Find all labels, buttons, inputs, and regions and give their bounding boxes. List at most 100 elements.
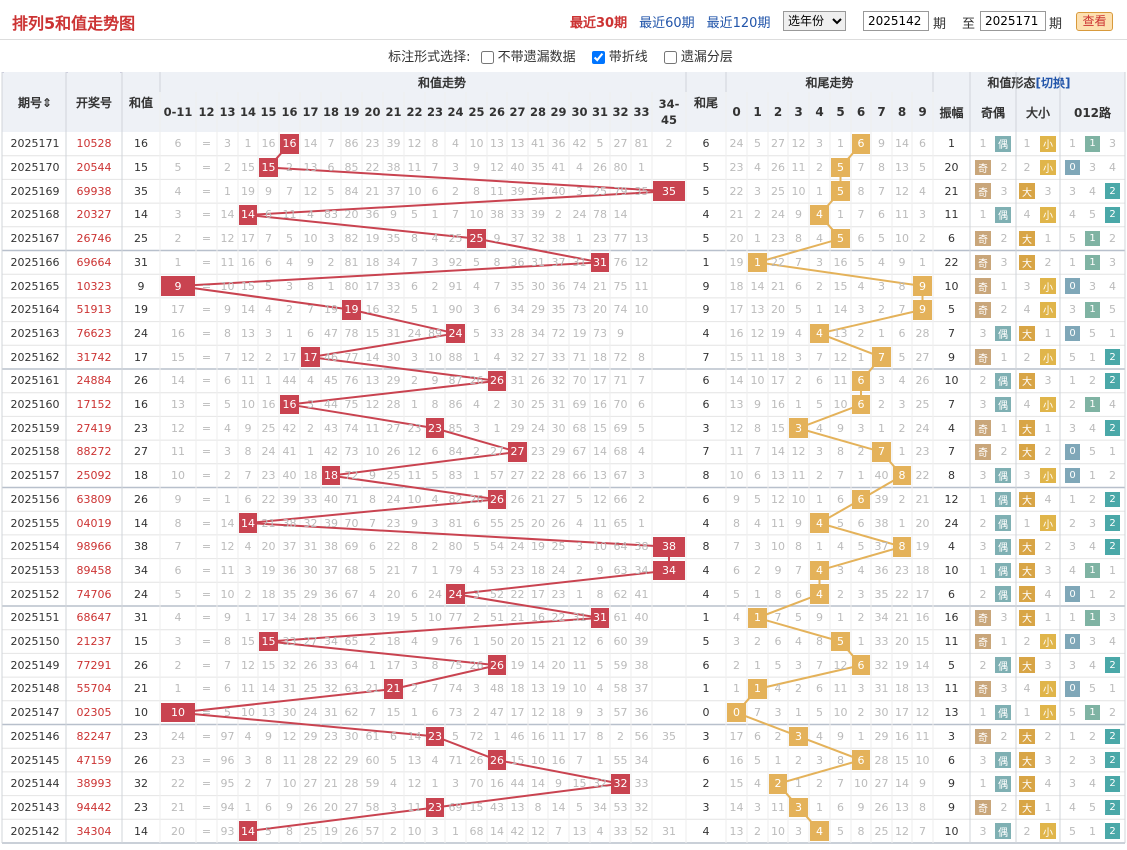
sum-missing	[652, 796, 686, 820]
tail-missing: 15	[833, 279, 848, 293]
period-cell: 2025146	[10, 729, 60, 743]
span-value: 10	[944, 563, 959, 577]
mod-badge: 2	[1105, 538, 1120, 555]
mod-missing: 4	[1089, 540, 1096, 554]
sum-hit: 25	[467, 228, 486, 249]
sum-missing: 8	[596, 587, 604, 601]
period-to-input[interactable]	[980, 11, 1046, 31]
nav-recent-120[interactable]: 最近120期	[706, 16, 771, 31]
period-cell: 2025157	[10, 469, 60, 483]
option-no-missing-checkbox[interactable]	[480, 51, 494, 64]
option-layer-checkbox[interactable]	[663, 51, 677, 64]
view-button[interactable]: 查看	[1076, 12, 1113, 31]
sum-missing: 48	[490, 682, 504, 696]
tail-missing: 14	[915, 658, 930, 672]
mod-missing: 3	[1069, 303, 1076, 317]
sum-missing: 10	[428, 350, 442, 364]
year-select[interactable]: 选年份	[783, 11, 846, 31]
sum-missing	[652, 274, 686, 298]
sum-missing: 31	[324, 706, 338, 720]
period-cell: 2025145	[10, 753, 60, 767]
period-cell: 2025169	[10, 184, 60, 198]
small-missing: 2	[1044, 540, 1052, 554]
header-period[interactable]: 期号⇕	[4, 72, 66, 132]
tail-value: 6	[702, 753, 710, 767]
option-layer[interactable]: 遗漏分层	[663, 50, 733, 65]
sum-missing: 23	[386, 516, 401, 530]
tail-missing: 7	[795, 563, 802, 577]
tail-hit: 4	[810, 513, 829, 533]
sum-missing: 15	[510, 753, 525, 767]
draw-number: 25092	[76, 469, 112, 483]
mod-missing: 3	[1109, 137, 1116, 151]
sum-missing	[652, 677, 686, 701]
tail-missing: 13	[729, 398, 744, 412]
mod-missing: 4	[1109, 161, 1116, 175]
tail-missing: 18	[915, 563, 930, 577]
sum-missing: 10	[282, 777, 297, 791]
mod-missing: 4	[1109, 279, 1116, 293]
sum-missing: 19	[241, 184, 255, 198]
sum-missing: 26	[303, 800, 318, 814]
tail-missing: 18	[729, 279, 744, 293]
period-cell: 2025164	[10, 303, 60, 317]
sum-value: 26	[134, 374, 148, 388]
header-sum-col: 20	[362, 92, 383, 132]
period-from-input[interactable]	[863, 11, 929, 31]
tail-missing: 24	[915, 421, 930, 435]
tail-missing: 13	[915, 682, 930, 696]
tail-missing: 24	[729, 137, 744, 151]
tail-missing: 28	[915, 326, 930, 340]
sum-missing: 25	[510, 516, 525, 530]
tail-missing: 2	[878, 303, 885, 317]
sum-missing: 3	[174, 208, 182, 222]
sum-missing: 6	[174, 563, 182, 577]
odd-badge: 奇	[975, 301, 991, 318]
option-line-checkbox[interactable]	[591, 51, 605, 64]
even-badge: 偶	[995, 538, 1011, 555]
sum-missing: 4	[244, 729, 252, 743]
sum-missing: 32	[531, 232, 545, 246]
switch-link[interactable]: [切换]	[1035, 75, 1071, 90]
odd-badge: 奇	[975, 349, 991, 365]
sum-missing: 7	[369, 706, 376, 720]
sum-missing: 5	[576, 492, 583, 506]
nav-recent-60[interactable]: 最近60期	[639, 16, 695, 31]
odd-badge: 奇	[975, 728, 991, 745]
sum-missing: 32	[593, 777, 607, 791]
sum-missing: 4	[174, 611, 182, 625]
sum-hit: 26	[488, 750, 506, 770]
header-form-label: 和值形态	[987, 75, 1036, 90]
sum-missing: 4	[286, 255, 293, 269]
mod-badge: 1	[1085, 704, 1100, 721]
small-missing: 3	[1044, 563, 1052, 577]
sum-missing: 29	[551, 445, 566, 459]
sum-missing: 12	[407, 137, 422, 151]
sum-hit: 31	[591, 608, 609, 628]
header-sum-col: 33	[631, 92, 652, 132]
sum-missing: 39	[634, 635, 649, 649]
big-missing: 2	[1023, 635, 1031, 649]
sum-missing: 4	[431, 492, 439, 506]
sum-missing: 47	[490, 706, 504, 720]
span-value: 10	[944, 374, 959, 388]
sum-missing: 1	[431, 563, 439, 577]
tail-missing: 15	[729, 777, 744, 791]
sum-missing: 13	[303, 161, 318, 175]
sum-missing: 2	[369, 635, 376, 649]
tail-missing: 6	[754, 469, 761, 483]
sum-missing: 11	[241, 374, 255, 388]
sum-missing: 9	[555, 777, 562, 791]
tail-missing: 5	[837, 516, 844, 530]
option-no-missing[interactable]: 不带遗漏数据	[480, 50, 576, 65]
tail-missing: 7	[837, 469, 844, 483]
sum-missing: 1	[224, 184, 231, 198]
nav-recent-30[interactable]: 最近30期	[570, 16, 628, 31]
even-missing: 3	[1000, 184, 1008, 198]
sum-missing: =	[201, 540, 212, 554]
mod-missing: 1	[1069, 255, 1076, 269]
option-line[interactable]: 带折线	[591, 50, 648, 65]
big-badge: 大	[1019, 373, 1035, 389]
tail-hit: 6	[852, 134, 870, 154]
even-badge: 偶	[995, 562, 1011, 579]
